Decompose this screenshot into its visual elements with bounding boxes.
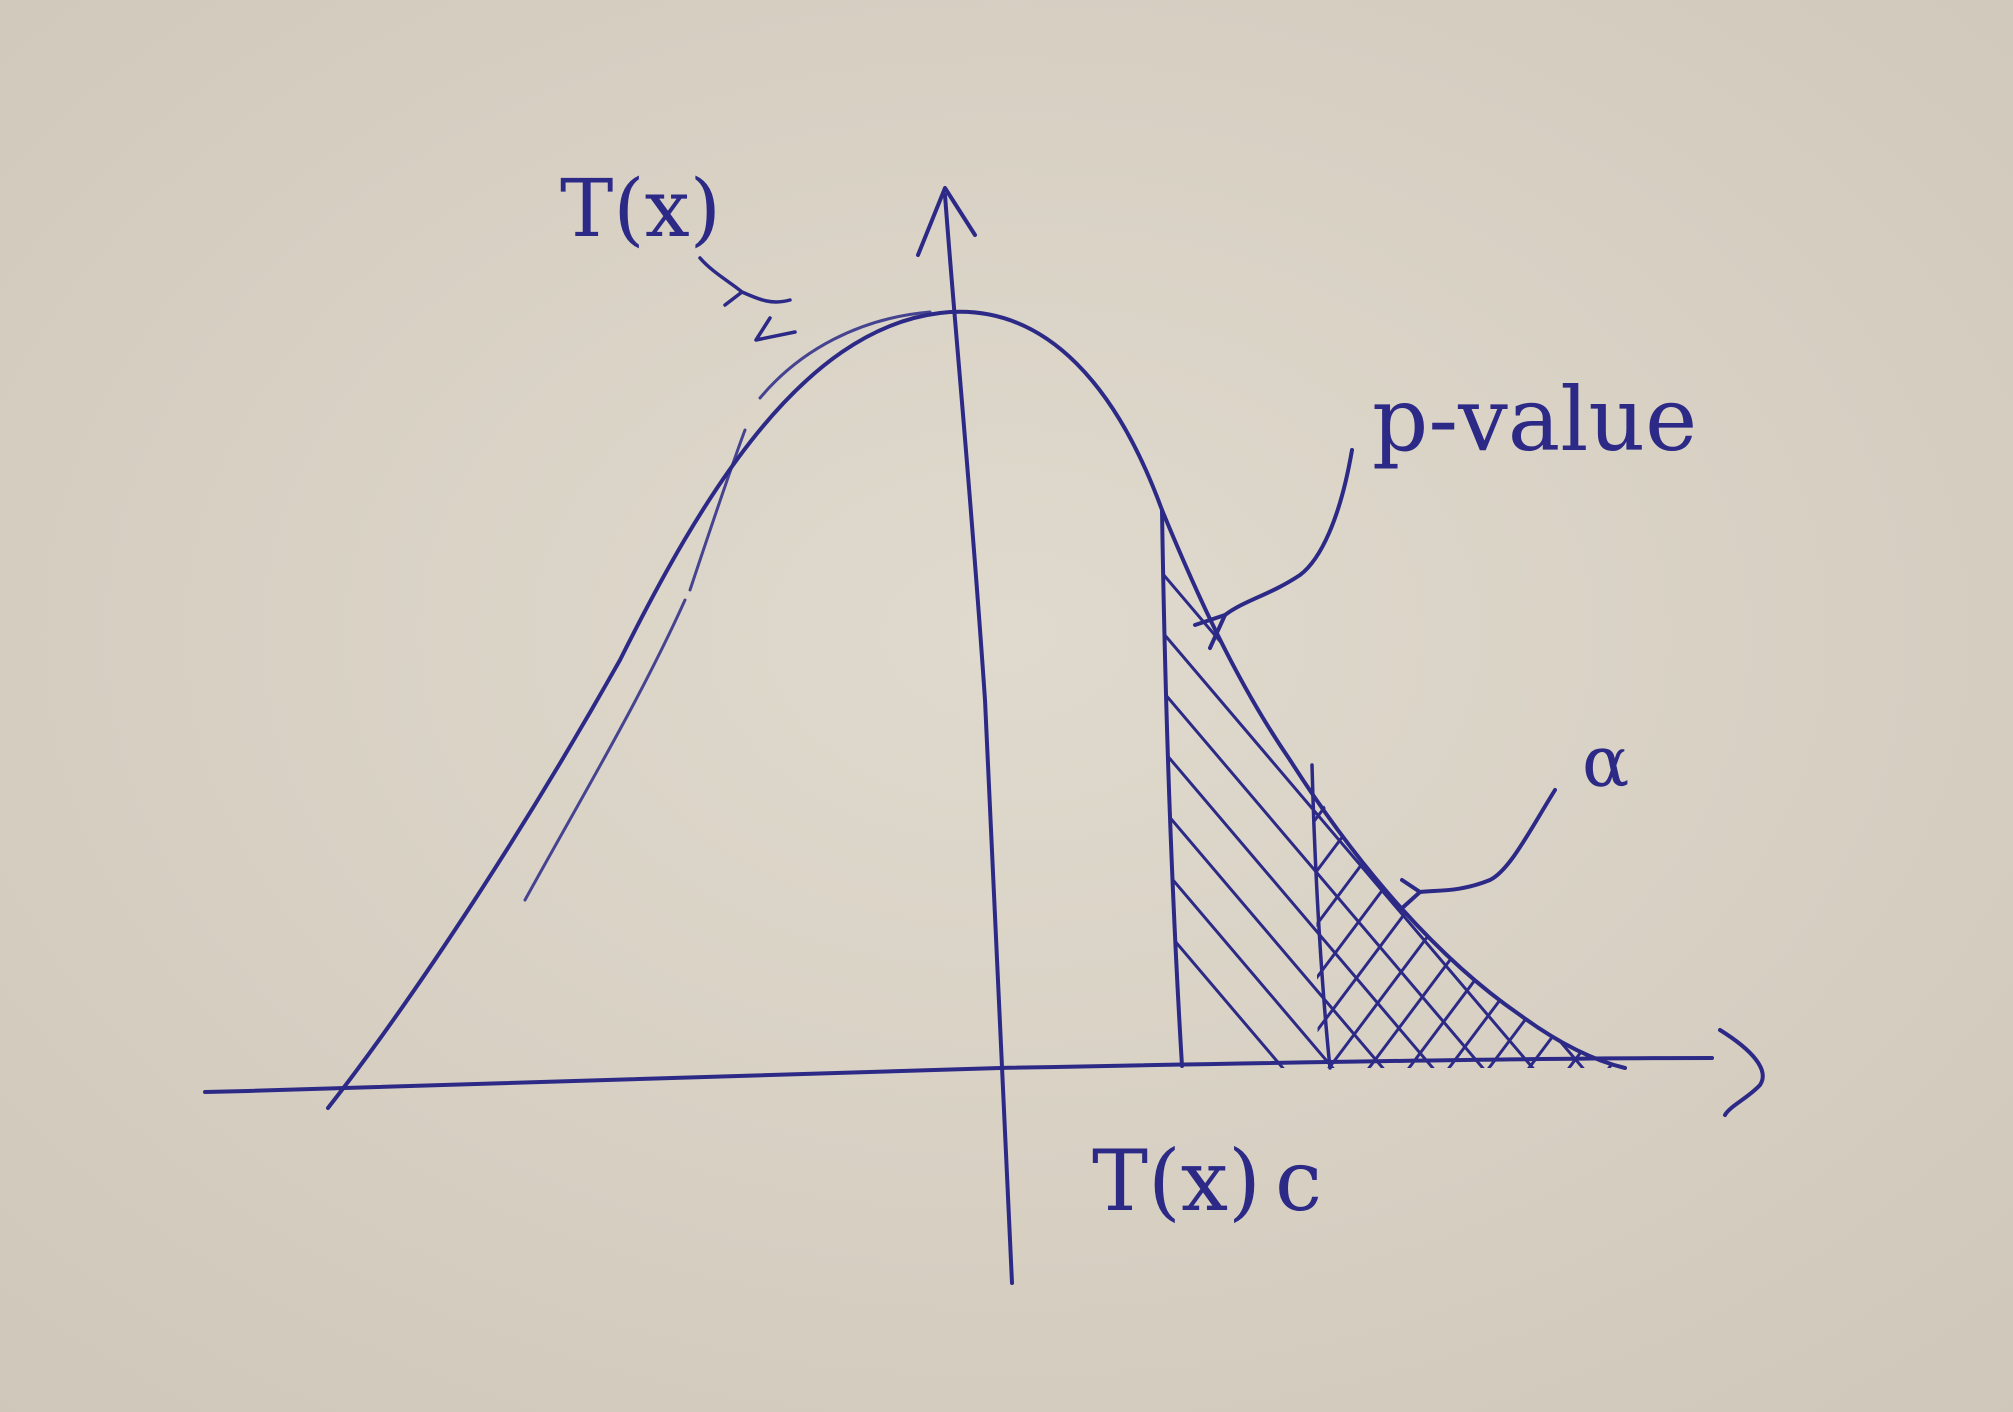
x-axis-arrowhead	[1718, 1028, 1765, 1117]
y-axis-arrowhead	[916, 186, 977, 257]
alpha-arrowhead	[1398, 878, 1422, 912]
critical-value-label: c	[1275, 1132, 1322, 1230]
p-value-label: p-value	[1372, 368, 1697, 471]
hatch-line	[1162, 510, 1395, 1068]
x-axis-line	[203, 1056, 1714, 1094]
p-value-arrowhead	[1193, 613, 1227, 650]
test-statistic-line	[1160, 508, 1184, 1068]
sketch-stroke	[688, 428, 747, 592]
curve-label-pointer	[698, 256, 797, 342]
hatch-line	[1162, 510, 1345, 1068]
sketch-stroke	[758, 310, 932, 400]
p-value-pointer	[1223, 448, 1354, 617]
hatch-line	[1315, 790, 1362, 1068]
curve-label: T(x)	[560, 162, 721, 255]
alpha-label: α	[1582, 721, 1629, 803]
test-statistic-label: T(x)	[1092, 1132, 1261, 1230]
hatch-line	[1162, 510, 1445, 1068]
critical-value-line	[1310, 763, 1332, 1070]
alpha-pointer	[1418, 788, 1557, 894]
sketch-stroke	[523, 598, 687, 902]
hatch-line	[1162, 510, 1545, 1068]
hatch-line	[1162, 510, 1295, 1068]
hatch-line	[1162, 510, 1495, 1068]
bell-curve	[326, 309, 1627, 1110]
y-axis-line	[943, 193, 1014, 1285]
